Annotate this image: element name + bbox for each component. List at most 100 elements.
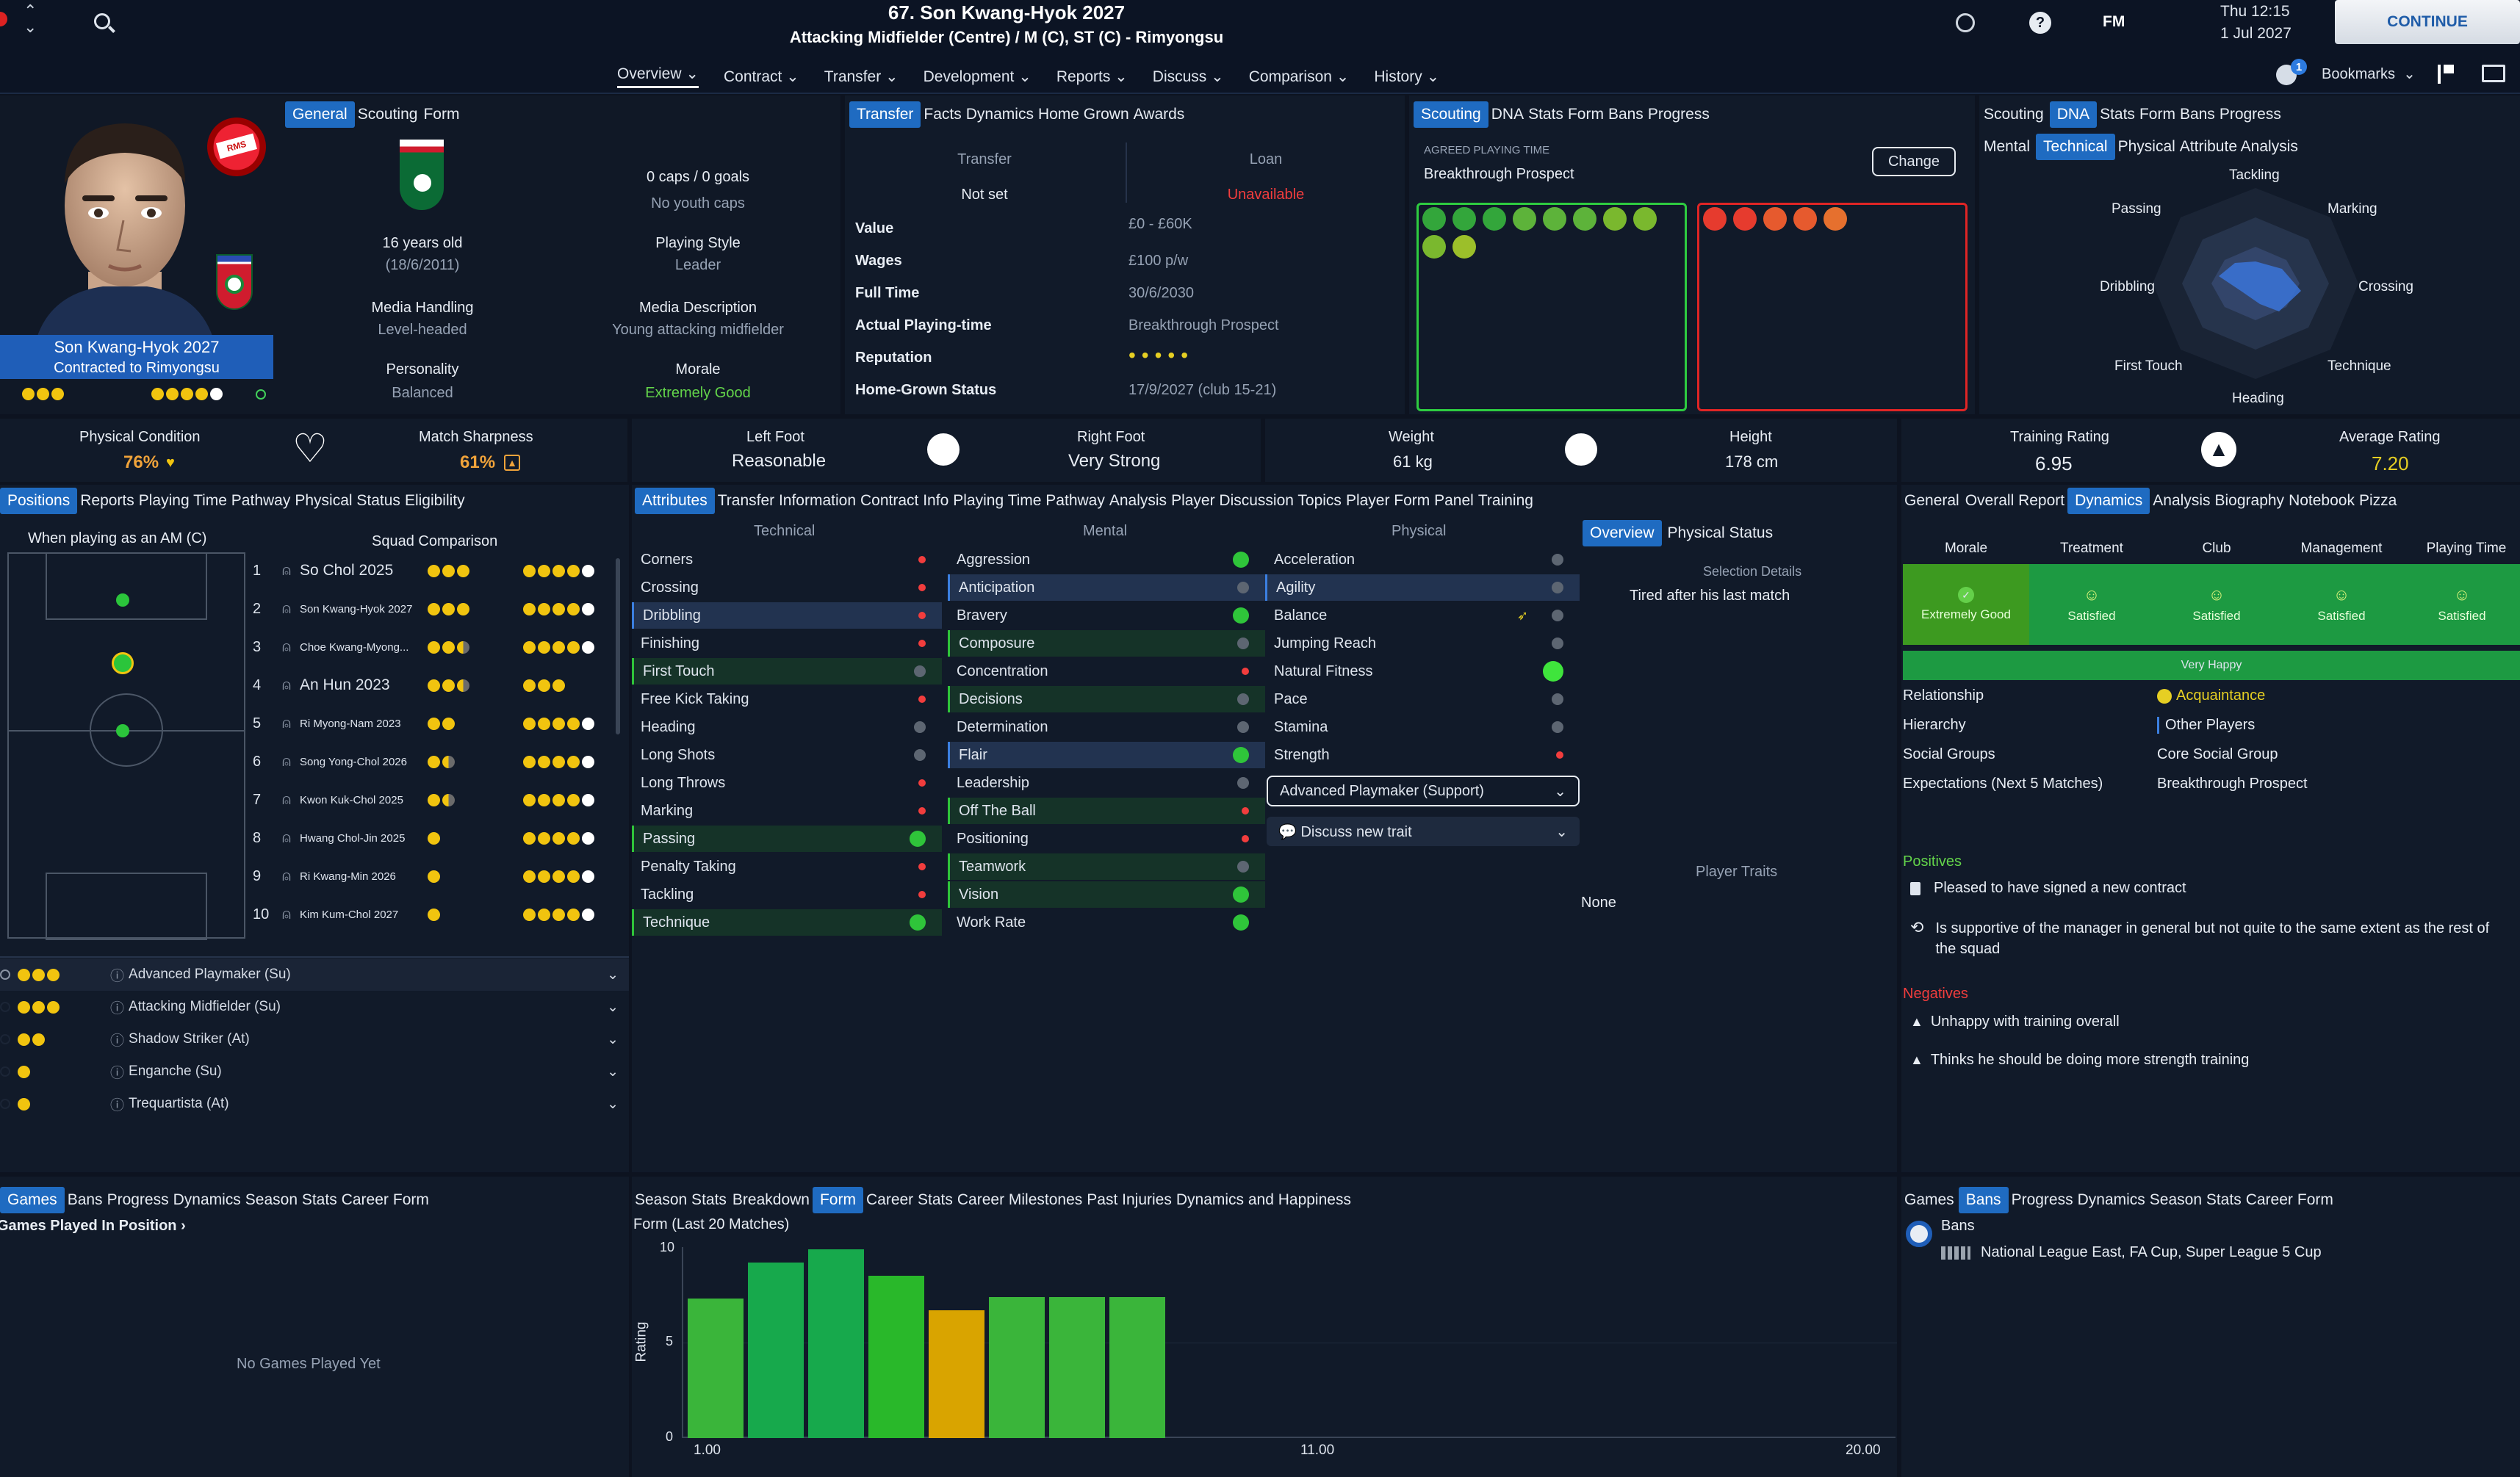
attr-teamwork[interactable]: Teamwork bbox=[948, 853, 1265, 880]
attr-marking[interactable]: Marking bbox=[632, 798, 942, 824]
tab-biography[interactable]: Biography bbox=[2214, 492, 2285, 509]
attr-flair[interactable]: Flair bbox=[948, 742, 1265, 768]
strength-icon[interactable] bbox=[1422, 207, 1446, 231]
strength-icon[interactable] bbox=[1422, 235, 1446, 259]
info-icon[interactable]: ⓘ bbox=[110, 1000, 125, 1016]
role-row[interactable]: ⓘ Attacking Midfielder (Su) ⌄ bbox=[0, 991, 629, 1023]
nav-comparison[interactable]: Comparison ⌄ bbox=[1248, 68, 1350, 85]
tab-games-2[interactable]: Games bbox=[1904, 1191, 1954, 1208]
col-morale-cell[interactable]: ✓ Extremely Good bbox=[1903, 564, 2029, 645]
tab-progress-4[interactable]: Progress bbox=[2011, 1191, 2073, 1208]
tab-training[interactable]: Training bbox=[1477, 492, 1533, 509]
chevron-down-icon[interactable]: ⌄ bbox=[607, 999, 619, 1015]
radio-icon[interactable] bbox=[0, 1066, 10, 1077]
attr-dribbling[interactable]: Dribbling bbox=[632, 602, 942, 629]
tab-season-stats-3[interactable]: Season Stats bbox=[2149, 1191, 2242, 1208]
tab-player-discussion-topics[interactable]: Player Discussion Topics bbox=[1171, 492, 1342, 509]
squad-row[interactable]: 7 ⍝ Kwon Kuk-Chol 2025 bbox=[253, 781, 597, 818]
tab-stats[interactable]: Stats bbox=[1528, 106, 1563, 123]
tab-bans-3[interactable]: Bans bbox=[67, 1191, 103, 1208]
form-bar[interactable] bbox=[808, 1249, 864, 1438]
nav-contract[interactable]: Contract ⌄ bbox=[723, 68, 799, 85]
attr-composure[interactable]: Composure bbox=[948, 630, 1265, 657]
tab-home-grown[interactable]: Home Grown bbox=[1037, 106, 1129, 123]
form-bar[interactable] bbox=[868, 1276, 924, 1438]
tab-overview[interactable]: Overview bbox=[1583, 520, 1662, 546]
zoom-icon[interactable] bbox=[256, 389, 266, 400]
tab-form-5[interactable]: Form bbox=[812, 1187, 863, 1213]
tab-attribute-analysis[interactable]: Attribute Analysis bbox=[2179, 138, 2298, 155]
tab-reports[interactable]: Reports bbox=[80, 492, 134, 509]
attr-anticipation[interactable]: Anticipation bbox=[948, 574, 1265, 601]
attr-stamina[interactable]: Stamina bbox=[1265, 714, 1580, 740]
nav-reports[interactable]: Reports ⌄ bbox=[1056, 68, 1128, 85]
squad-row[interactable]: 6 ⍝ Song Yong-Chol 2026 bbox=[253, 743, 597, 780]
attr-pace[interactable]: Pace bbox=[1265, 686, 1580, 712]
tab-pizza[interactable]: Pizza bbox=[2358, 492, 2397, 509]
form-bar[interactable] bbox=[929, 1310, 984, 1438]
weakness-icon[interactable] bbox=[1733, 207, 1757, 231]
weaknesses-box[interactable] bbox=[1697, 203, 1968, 411]
radio-icon[interactable] bbox=[0, 1002, 10, 1012]
tab-career-milestones[interactable]: Career Milestones bbox=[957, 1191, 1083, 1208]
attr-crossing[interactable]: Crossing bbox=[632, 574, 942, 601]
nav-development[interactable]: Development ⌄ bbox=[923, 68, 1032, 85]
tab-playing-time-pathway[interactable]: Playing Time Pathway bbox=[138, 492, 291, 509]
attr-vision[interactable]: Vision bbox=[948, 881, 1265, 908]
col-playing-time-cell[interactable]: ☺ Satisfied bbox=[2404, 564, 2520, 645]
squad-row[interactable]: 1 ⍝ So Chol 2025 bbox=[253, 552, 597, 589]
tab-dynamics[interactable]: Dynamics bbox=[965, 106, 1034, 123]
attr-bravery[interactable]: Bravery bbox=[948, 602, 1265, 629]
tab-bans[interactable]: Bans bbox=[1608, 106, 1644, 123]
tab-general[interactable]: General bbox=[285, 101, 355, 128]
chevron-down-icon[interactable]: ⌄ bbox=[607, 1063, 619, 1080]
strength-icon[interactable] bbox=[1452, 235, 1476, 259]
tab-player-form-panel[interactable]: Player Form Panel bbox=[1345, 492, 1474, 509]
role-select[interactable]: Advanced Playmaker (Support) ⌄ bbox=[1267, 776, 1580, 806]
sort-arrows-icon[interactable]: ⌃ ⌄ bbox=[24, 1, 37, 36]
tab-scouting[interactable]: Scouting bbox=[357, 106, 418, 123]
strengths-box[interactable] bbox=[1416, 203, 1687, 411]
tab-positions[interactable]: Positions bbox=[0, 488, 78, 514]
tab-progress-3[interactable]: Progress bbox=[107, 1191, 169, 1208]
tab-awards[interactable]: Awards bbox=[1133, 106, 1185, 123]
strength-icon[interactable] bbox=[1603, 207, 1627, 231]
tab-progress-2[interactable]: Progress bbox=[2219, 106, 2281, 123]
tab-season-stats-2[interactable]: Season Stats bbox=[635, 1191, 727, 1208]
tab-dynamics-2[interactable]: Dynamics bbox=[2067, 488, 2150, 514]
globe-icon[interactable] bbox=[1956, 13, 1975, 32]
attr-concentration[interactable]: Concentration bbox=[948, 658, 1265, 685]
attr-off-the-ball[interactable]: Off The Ball bbox=[948, 798, 1265, 824]
info-icon[interactable]: ⓘ bbox=[110, 1033, 125, 1049]
attr-strength[interactable]: Strength bbox=[1265, 742, 1580, 768]
bookmarks-menu[interactable]: Bookmarks ⌄ bbox=[2322, 66, 2416, 82]
tab-transfer-information[interactable]: Transfer Information bbox=[717, 492, 857, 509]
strength-icon[interactable] bbox=[1513, 207, 1536, 231]
attr-agility[interactable]: Agility bbox=[1265, 574, 1580, 601]
squad-row[interactable]: 8 ⍝ Hwang Chol-Jin 2025 bbox=[253, 820, 597, 856]
col-management-cell[interactable]: ☺ Satisfied bbox=[2279, 564, 2404, 645]
strength-icon[interactable] bbox=[1483, 207, 1506, 231]
weakness-icon[interactable] bbox=[1763, 207, 1787, 231]
attr-long-throws[interactable]: Long Throws bbox=[632, 770, 942, 796]
attr-corners[interactable]: Corners bbox=[632, 546, 942, 573]
role-row[interactable]: ⓘ Enganche (Su) ⌄ bbox=[0, 1055, 629, 1088]
attr-first-touch[interactable]: First Touch bbox=[632, 658, 942, 685]
radio-icon[interactable] bbox=[0, 969, 10, 980]
form-bar[interactable] bbox=[1049, 1297, 1105, 1438]
squad-row[interactable]: 10 ⍝ Kim Kum-Chol 2027 bbox=[253, 896, 597, 933]
attr-determination[interactable]: Determination bbox=[948, 714, 1265, 740]
squad-row[interactable]: 5 ⍝ Ri Myong-Nam 2023 bbox=[253, 705, 597, 742]
role-row-selected[interactable]: ⓘ Advanced Playmaker (Su) ⌄ bbox=[0, 958, 629, 991]
tab-dna[interactable]: DNA bbox=[1491, 106, 1524, 123]
radio-icon[interactable] bbox=[0, 1034, 10, 1044]
strength-icon[interactable] bbox=[1543, 207, 1566, 231]
attr-penalty-taking[interactable]: Penalty Taking bbox=[632, 853, 942, 880]
tab-facts[interactable]: Facts bbox=[924, 106, 962, 123]
squad-row[interactable]: 9 ⍝ Ri Kwang-Min 2026 bbox=[253, 858, 597, 895]
tab-notebook[interactable]: Notebook bbox=[2289, 492, 2355, 509]
attr-tackling[interactable]: Tackling bbox=[632, 881, 942, 908]
tab-general-2[interactable]: General bbox=[1904, 492, 1959, 509]
tab-form-3[interactable]: Form bbox=[2139, 106, 2175, 123]
tab-form[interactable]: Form bbox=[423, 106, 460, 123]
